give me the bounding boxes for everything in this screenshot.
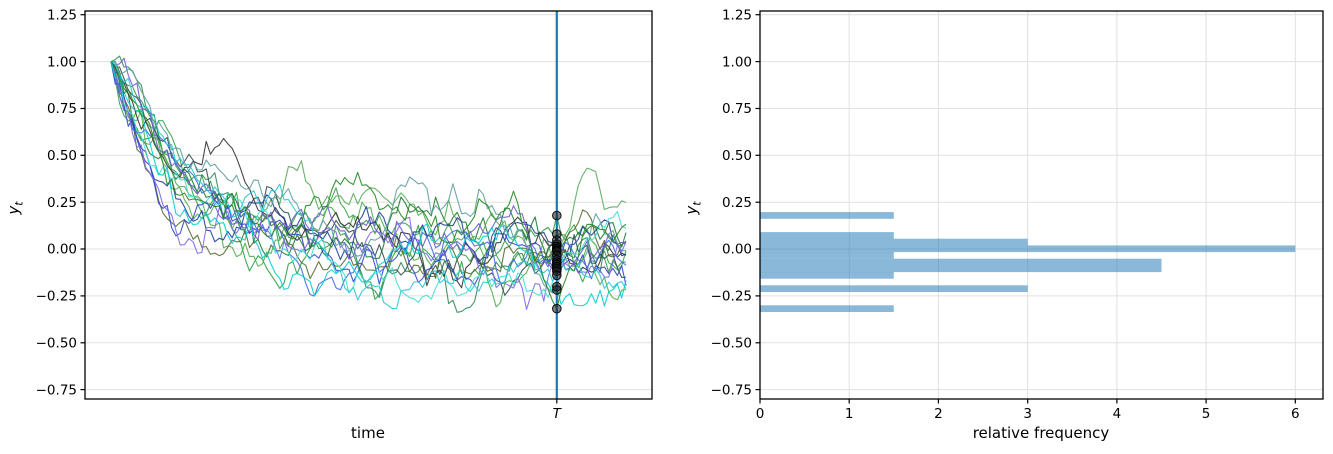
histogram-bar: [760, 245, 1296, 253]
histogram-bar: [760, 238, 1028, 246]
series-line: [110, 61, 627, 289]
right-y-tick-label: 0.75: [722, 101, 752, 117]
series-line: [110, 61, 627, 286]
histogram-bar: [760, 285, 1028, 292]
left-axes-frame: [84, 10, 653, 400]
left-y-tick-label: 1.00: [47, 54, 77, 70]
series-line: [110, 61, 627, 308]
time-series-lines: [110, 55, 627, 313]
histogram-bar: [760, 212, 894, 219]
left-y-tick-label: 0.50: [47, 148, 77, 164]
histogram-bar: [760, 252, 894, 259]
t-marker-dot: [552, 210, 562, 221]
tick-marks-and-labels: 1.25 1.25 1.00 1.00 0.75 0.75 0.50 0.50 0.25 0.25…: [36, 7, 1300, 422]
right-y-tick-label: 1.25: [722, 7, 752, 23]
right-y-tick-label: 1.00: [722, 54, 752, 70]
series-line: [110, 61, 627, 264]
series-line: [110, 61, 627, 310]
series-line: [110, 61, 627, 263]
series-line: [110, 60, 627, 294]
x-tick-label: 0: [756, 406, 765, 422]
series-line: [110, 61, 627, 307]
right-xlabel-relative-frequency: relative frequency: [972, 424, 1110, 442]
right-plot-gridlines: [760, 11, 1323, 399]
x-tick-label: 4: [1113, 406, 1122, 422]
t-marker-dot: [552, 270, 562, 281]
left-y-tick-label: −0.75: [36, 382, 77, 398]
histogram-bar: [760, 305, 894, 312]
histogram-bars: [760, 212, 1296, 312]
values-at-T-dots: [552, 210, 562, 314]
x-tick-label: 2: [934, 406, 943, 422]
series-line: [110, 61, 627, 310]
right-y-tick-label: −0.75: [711, 382, 752, 398]
histogram-bar: [760, 258, 1162, 266]
left-y-tick-label: −0.25: [36, 289, 77, 305]
left-y-tick-label: 1.25: [47, 7, 77, 23]
right-y-tick-label: 0.50: [722, 148, 752, 164]
x-tick-label: 5: [1202, 406, 1211, 422]
x-tick-label: 1: [845, 406, 854, 422]
ylabel-sub: t: [690, 201, 704, 206]
right-y-tick-label: −0.50: [711, 336, 752, 352]
T-tick-label: T: [553, 406, 563, 422]
series-line: [110, 61, 627, 297]
histogram-bar: [760, 232, 894, 239]
left-xlabel-time: time: [351, 424, 385, 442]
right-y-tick-label: −0.25: [711, 289, 752, 305]
series-line: [110, 61, 627, 310]
left-ylabel-yt: yt: [5, 201, 26, 214]
histogram-bar: [760, 272, 894, 279]
ylabel-sub: t: [12, 201, 26, 206]
ylabel-main: y: [4, 205, 23, 215]
left-y-tick-label: 0.00: [47, 242, 77, 258]
histogram-bar: [760, 265, 1162, 273]
x-tick-label: 3: [1023, 406, 1032, 422]
series-line: [110, 61, 627, 272]
left-y-tick-label: −0.50: [36, 336, 77, 352]
t-marker-dot: [552, 285, 562, 295]
series-line: [110, 61, 627, 280]
t-marker-dot: [552, 303, 562, 314]
right-y-tick-label: 0.25: [722, 195, 752, 211]
x-tick-label: 6: [1291, 406, 1300, 422]
left-y-tick-label: 0.25: [47, 195, 77, 211]
series-line: [110, 61, 627, 264]
series-line: [110, 57, 627, 271]
left-plot-gridlines: [85, 14, 652, 391]
right-y-tick-label: 0.00: [722, 242, 752, 258]
right-ylabel-yt: yt: [683, 201, 704, 214]
right-axes-frame: [759, 10, 1324, 400]
left-y-tick-label: 0.75: [47, 101, 77, 117]
ylabel-main: y: [682, 205, 701, 215]
